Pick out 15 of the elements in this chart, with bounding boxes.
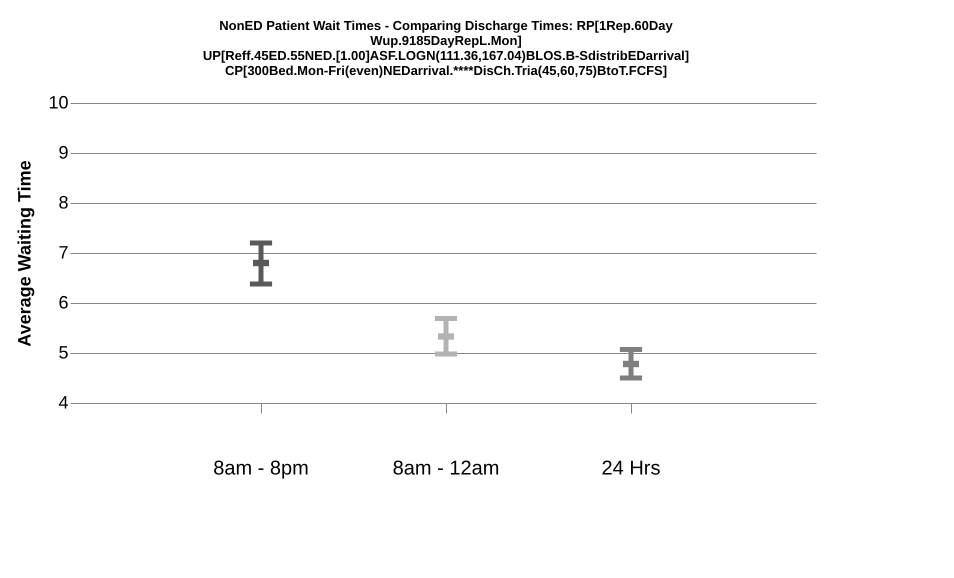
y-tick-label: 8 bbox=[58, 192, 68, 212]
y-tick-label: 7 bbox=[58, 242, 68, 262]
y-tick-label: 5 bbox=[58, 342, 68, 362]
y-tick-label: 4 bbox=[58, 392, 68, 412]
text: UP[Reff.45ED.55NED.[1.00]ASF.LOGN(111.36,167.04)BLOS.B-SdistribEDarrival] bbox=[202, 48, 690, 63]
y-axis-title: Average Waiting Time bbox=[14, 160, 34, 347]
y-tick-label: 10 bbox=[48, 92, 68, 112]
x-tick-label: 8am - 8pm bbox=[213, 458, 309, 480]
x-tick-label: 8am - 12am bbox=[392, 458, 500, 480]
text: CP[300Bed.Mon-Fri(even)NEDarrival.****DisCh.Tria(45,60,75)BtoT.FCFS] bbox=[224, 63, 668, 78]
y-tick-label: 6 bbox=[58, 292, 68, 312]
x-tick-label: 24 Hrs bbox=[602, 458, 660, 480]
y-tick-label: 9 bbox=[58, 142, 68, 162]
text: NonED Patient Wait Times - Comparing Discharge Times: RP[1Rep.60Day bbox=[219, 18, 673, 33]
text: Wup.9185DayRepL.Mon] bbox=[370, 33, 522, 48]
